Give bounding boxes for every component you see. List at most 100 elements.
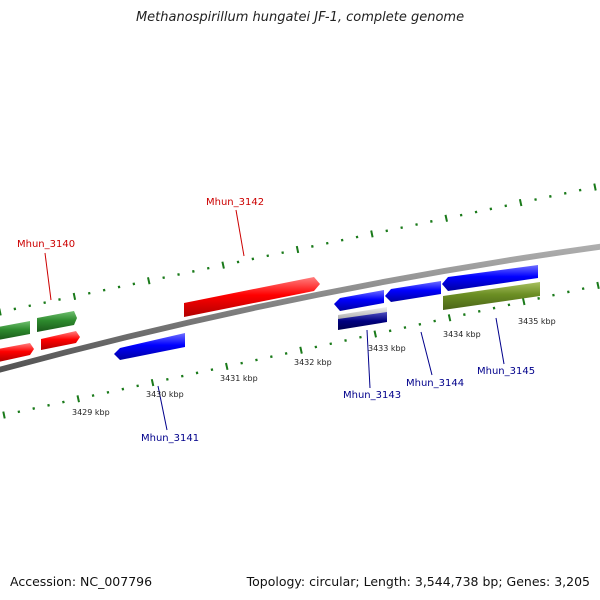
reverse-tick-major [447, 314, 452, 322]
gene-mhun-3143-navy[interactable] [338, 312, 387, 330]
reverse-tick-major [299, 346, 303, 354]
forward-tick-minor [43, 301, 46, 305]
forward-gene-red-1 [0, 343, 34, 362]
forward-tick-minor [578, 188, 582, 192]
forward-tick-major [444, 214, 448, 222]
reverse-tick-minor [62, 400, 65, 404]
reverse-tick-minor [180, 374, 184, 378]
reverse-tick-minor [314, 345, 318, 349]
reverse-tick-major [150, 378, 155, 387]
reverse-tick-minor [121, 387, 125, 391]
reverse-tick-minor [17, 410, 21, 414]
gene-label-lines [44, 209, 505, 431]
forward-tick-minor [415, 223, 418, 226]
forward-tick-minor [266, 254, 270, 258]
reverse-tick-minor [433, 319, 436, 323]
forward-tick-minor [177, 273, 180, 276]
gene-mhun-3143-blue[interactable] [334, 290, 384, 311]
forward-tick-minor [355, 235, 359, 239]
forward-tick-minor [192, 269, 195, 273]
reverse-tick-minor [166, 377, 169, 381]
reverse-tick-minor [581, 287, 585, 291]
forward-tick-major [295, 245, 300, 254]
reverse-scale-ticks [2, 281, 600, 419]
reverse-tick-minor [136, 384, 139, 388]
forward-tick-major [370, 230, 374, 238]
reverse-tick-minor [418, 322, 422, 326]
forward-tick-minor [117, 285, 121, 289]
forward-tick-minor [28, 304, 32, 308]
forward-tick-major [72, 292, 77, 301]
gene-label-mhun-3144: Mhun_3144 [406, 378, 464, 389]
reverse-tick-minor [552, 293, 555, 297]
forward-tick-minor [206, 266, 210, 270]
forward-tick-minor [563, 191, 567, 195]
reverse-tick-major [2, 411, 6, 419]
genome-backbone [0, 243, 600, 373]
gene-label-mhun-3142: Mhun_3142 [206, 197, 264, 208]
forward-tick-minor [504, 204, 508, 208]
forward-tick-minor [459, 213, 463, 217]
reverse-tick-major [522, 297, 526, 306]
reverse-tick-minor [477, 309, 481, 313]
scale-label-3434: 3434 kbp [443, 330, 481, 339]
forward-tick-minor [474, 210, 478, 214]
scale-label-3431: 3431 kbp [220, 374, 258, 383]
reverse-tick-major [373, 330, 377, 338]
forward-gene-red-2 [41, 331, 80, 350]
forward-tick-minor [281, 251, 284, 255]
gene-label-mhun-3141: Mhun_3141 [141, 433, 199, 444]
reverse-tick-minor [32, 407, 36, 410]
reverse-tick-minor [195, 371, 199, 375]
reverse-tick-minor [210, 368, 214, 372]
forward-tick-major [593, 183, 597, 191]
forward-tick-minor [430, 219, 433, 223]
forward-tick-minor [236, 260, 240, 264]
reverse-tick-minor [255, 358, 258, 362]
gene-mhun-3144[interactable] [385, 281, 441, 302]
forward-scale-ticks [0, 183, 597, 316]
forward-tick-minor [340, 238, 344, 242]
topology-summary: Topology: circular; Length: 3,544,738 bp… [246, 574, 590, 589]
forward-tick-minor [87, 291, 91, 295]
olive-gene [443, 282, 540, 310]
scale-label-3435: 3435 kbp [518, 317, 556, 326]
forward-tick-minor [132, 282, 136, 286]
reverse-tick-major [596, 281, 600, 290]
gene-label-mhun-3143: Mhun_3143 [343, 390, 401, 401]
gene-mhun-3145[interactable] [442, 265, 538, 291]
gene-labels[interactable]: Mhun_3140 Mhun_3141 Mhun_3142 Mhun_3143 … [17, 197, 535, 444]
reverse-tick-minor [403, 326, 407, 329]
gene-label-mhun-3140: Mhun_3140 [17, 239, 75, 250]
forward-gene-green-1 [0, 321, 30, 340]
forward-tick-minor [251, 257, 255, 261]
reverse-tick-minor [388, 329, 392, 333]
forward-tick-major [221, 261, 225, 269]
reverse-tick-minor [344, 339, 347, 342]
reverse-tick-minor [270, 355, 273, 359]
forward-tick-major [0, 308, 2, 316]
forward-tick-major [518, 198, 523, 207]
reverse-tick-major [76, 395, 80, 403]
gene-mhun-3142[interactable] [184, 277, 320, 317]
reverse-tick-minor [329, 342, 333, 346]
forward-tick-minor [549, 194, 552, 198]
reverse-tick-major [225, 362, 229, 371]
accession-text: Accession: NC_007796 [10, 574, 153, 589]
forward-tick-minor [13, 307, 17, 311]
forward-tick-minor [489, 207, 493, 211]
reverse-tick-minor [537, 296, 540, 300]
map-title: Methanospirillum hungatei JF-1, complete… [135, 10, 465, 25]
reverse-tick-minor [507, 303, 511, 307]
scale-label-3433: 3433 kbp [368, 344, 406, 353]
reverse-tick-minor [284, 352, 288, 355]
gene-mhun-3141[interactable] [114, 333, 185, 360]
scale-label-3432: 3432 kbp [294, 358, 332, 367]
reverse-tick-minor [359, 335, 362, 339]
reverse-tick-minor [91, 394, 95, 397]
forward-tick-minor [400, 226, 403, 230]
reverse-tick-minor [492, 306, 496, 310]
reverse-tick-minor [463, 313, 466, 317]
forward-tick-major [147, 277, 151, 285]
